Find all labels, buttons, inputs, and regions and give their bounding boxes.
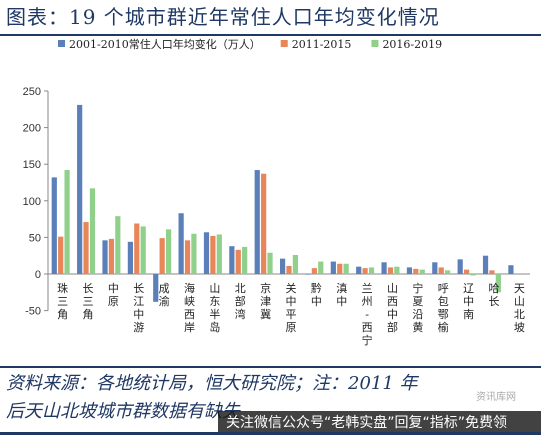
bar-s2-15 (438, 267, 444, 274)
bar-s3-15 (445, 270, 451, 274)
promo-caption: 关注微信公众号“老韩实盘”回复“指标”免费领 (218, 411, 541, 435)
category-label: 宁夏沿黄 (412, 281, 423, 334)
bar-s1-11 (330, 261, 336, 274)
watermark: 资讯库网 (476, 392, 516, 403)
category-label: 成渝 (159, 282, 170, 308)
category-label: 山西中部 (387, 282, 398, 334)
category-label: 山东半岛 (209, 282, 220, 334)
bar-s3-16 (470, 274, 476, 276)
bar-s3-10 (318, 261, 324, 274)
bar-s1-18 (508, 265, 514, 274)
bar-s1-15 (432, 262, 438, 274)
bar-s3-4 (165, 229, 172, 274)
legend-label-2: 2011-2015 (292, 38, 352, 51)
category-label: 京津冀 (260, 281, 271, 321)
source-divider (0, 366, 541, 368)
y-tick-label: 50 (29, 232, 41, 244)
chart-title: 图表：19 个城市群近年常住人口年均变化情况 (6, 5, 440, 29)
bar-s2-4 (159, 238, 165, 274)
bar-s1-5 (178, 213, 184, 274)
y-tick-label: 200 (23, 123, 41, 135)
category-label: 珠三角 (57, 281, 68, 321)
category-label: 哈长 (488, 282, 499, 308)
bar-s3-3 (140, 226, 146, 274)
category-label: 滇中 (336, 281, 347, 308)
bar-s2-3 (134, 223, 140, 274)
bar-s1-3 (127, 241, 133, 274)
y-tick-label: 150 (23, 159, 41, 171)
bar-s1-0 (51, 177, 57, 274)
bar-s2-17 (489, 270, 495, 274)
bar-s2-1 (83, 222, 89, 274)
bar-s2-6 (210, 235, 216, 274)
bar-s2-13 (387, 267, 394, 274)
category-label: 长江中游 (133, 282, 144, 334)
bar-s3-7 (242, 246, 248, 274)
bar-s2-10 (311, 268, 317, 274)
category-label: 天山北坡 (514, 282, 525, 334)
bar-s2-14 (413, 268, 419, 274)
legend-label-3: 2016-2019 (382, 38, 442, 51)
bar-s1-17 (482, 255, 489, 274)
legend-swatch-1 (58, 40, 65, 47)
chart-legend: 2001-2010常住人口年均变化（万人） 2011-2015 2016-2019 (58, 37, 442, 51)
bar-s3-17 (495, 274, 501, 293)
bar-s3-14 (419, 269, 425, 274)
bar-s3-5 (191, 233, 197, 274)
bar-s1-2 (102, 240, 108, 274)
bar-s2-12 (362, 268, 368, 274)
y-tick-label: 0 (35, 269, 41, 281)
y-tick-label: -50 (25, 306, 41, 318)
bar-s1-12 (356, 266, 362, 274)
legend-label-1: 2001-2010常住人口年均变化（万人） (69, 37, 261, 51)
category-label: 关中平原 (286, 281, 297, 334)
bar-s1-7 (229, 246, 235, 274)
bar-s2-7 (235, 249, 241, 274)
bar-s1-10 (305, 274, 311, 275)
source-note: 资料来源：各地统计局，恒大研究院；注：2011 年 后天山北坡城市群数据有缺失 (6, 373, 418, 422)
bar-s1-14 (406, 267, 413, 274)
bar-s2-0 (58, 236, 64, 274)
title-divider (0, 34, 541, 36)
legend-swatch-3 (371, 40, 379, 47)
bar-s3-13 (394, 266, 400, 274)
bar-s1-13 (381, 262, 387, 274)
bar-s3-11 (343, 263, 349, 274)
chart-bars (51, 104, 514, 302)
bar-s2-8 (261, 173, 267, 274)
legend-swatch-2 (280, 40, 288, 47)
bar-s3-8 (267, 252, 273, 274)
bar-s3-2 (115, 216, 121, 274)
bar-s3-12 (368, 267, 375, 274)
bar-s1-1 (77, 104, 83, 275)
bar-s1-16 (457, 259, 463, 274)
bottom-divider (0, 432, 541, 435)
y-tick-label: 250 (23, 86, 41, 98)
category-label: 中原 (108, 282, 119, 308)
y-tick-label: 100 (23, 196, 41, 208)
bar-s1-4 (153, 274, 159, 302)
category-label: 海峡西岸 (184, 281, 195, 334)
bar-s2-5 (184, 240, 191, 274)
chart-axes: -50 0 50 100 150 200 250 (23, 86, 530, 318)
category-label: 辽中南 (463, 282, 474, 321)
bar-s2-9 (286, 265, 292, 274)
category-label: 黔中 (311, 281, 322, 308)
category-label: 呼包鄂榆 (438, 282, 449, 334)
category-label: 长三角 (83, 282, 94, 321)
bar-s3-0 (64, 170, 70, 274)
bar-s1-8 (254, 170, 260, 274)
bar-s2-16 (463, 269, 470, 274)
category-label: 兰州-西宁 (362, 282, 373, 347)
bar-s2-11 (337, 263, 343, 274)
bar-s3-9 (292, 254, 298, 274)
bar-s3-1 (89, 188, 96, 274)
bar-s1-9 (280, 258, 286, 274)
category-label: 北部湾 (235, 282, 246, 321)
bar-s2-2 (108, 238, 115, 274)
bar-s1-6 (203, 232, 210, 274)
bar-s3-6 (216, 234, 222, 274)
bar-chart: -50 0 50 100 150 200 250 珠三角 长三角 中原 长江中游 成渝 海峡西岸 山东半… (23, 37, 530, 347)
